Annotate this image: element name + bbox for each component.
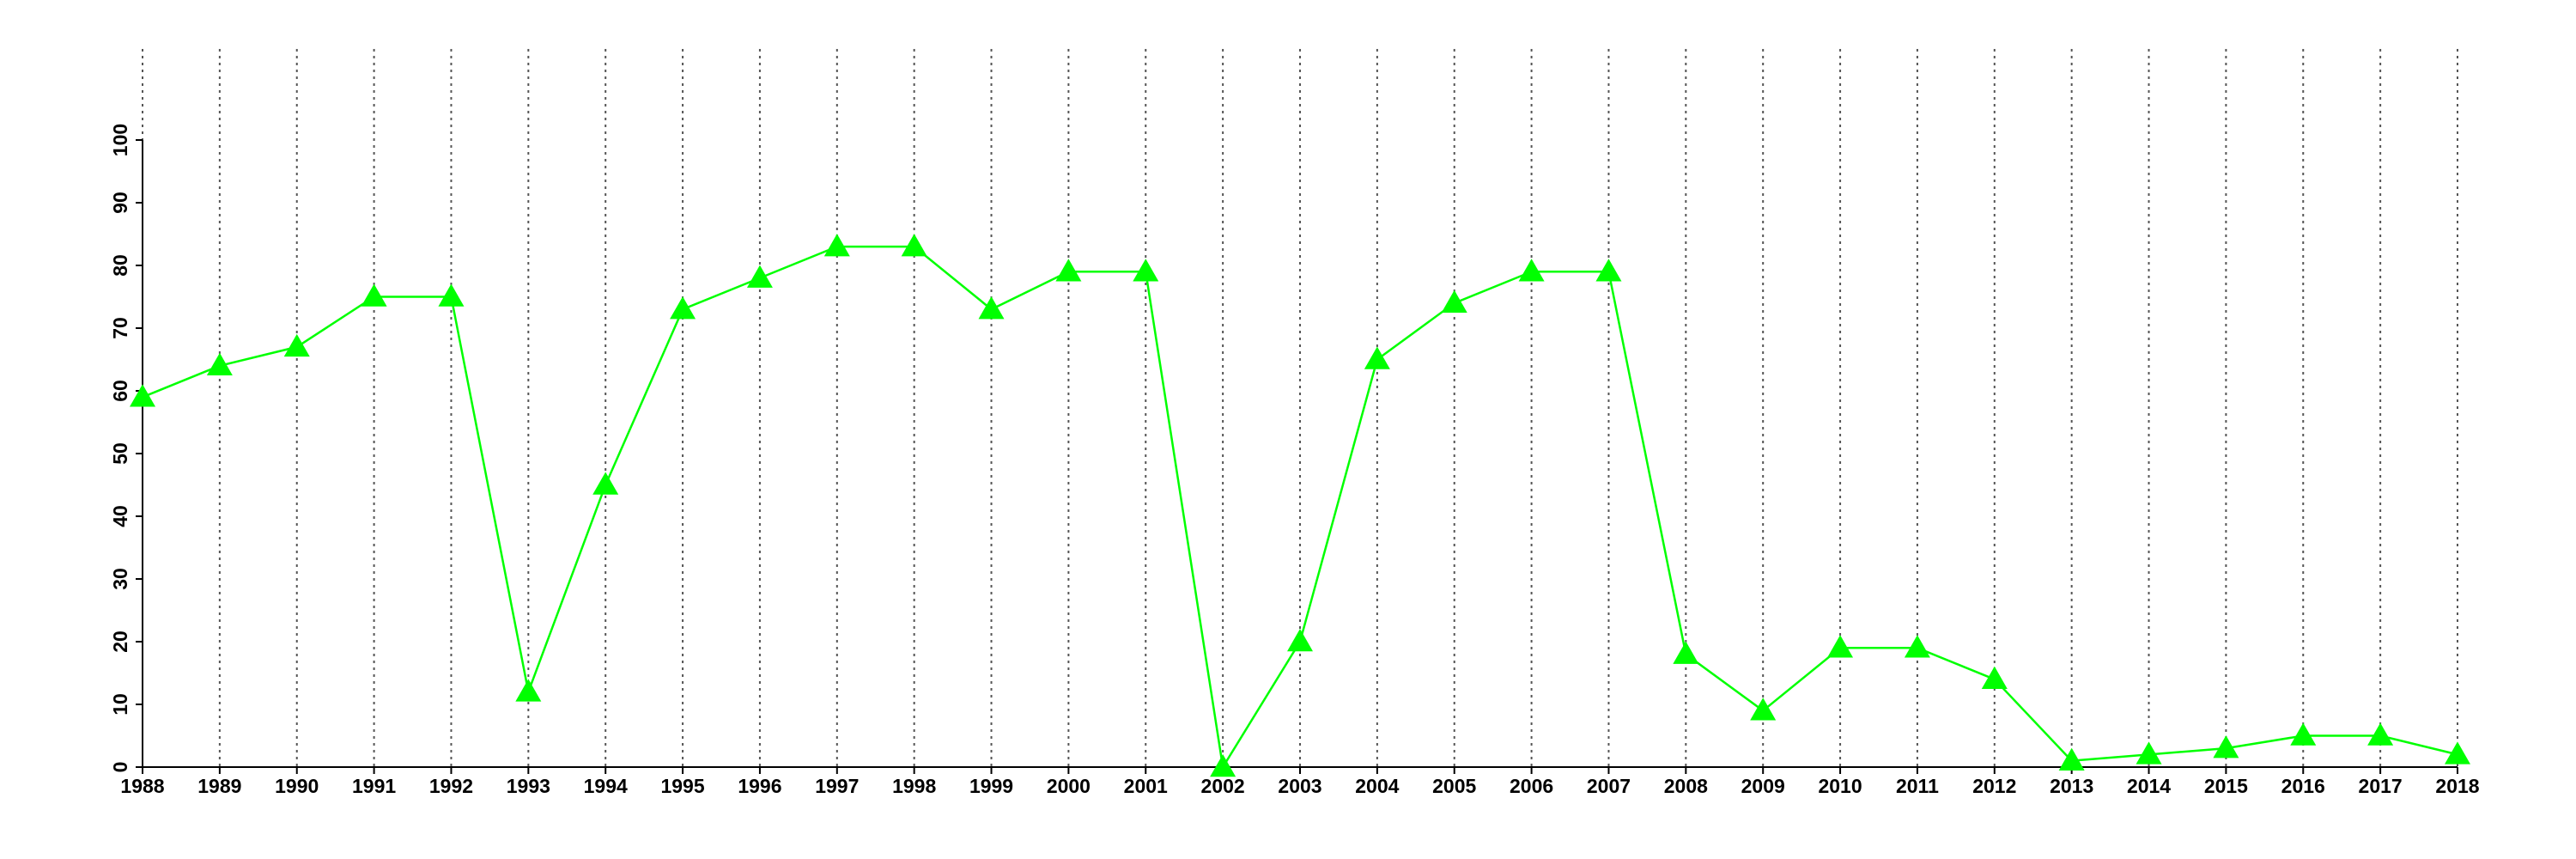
marker bbox=[2058, 747, 2085, 771]
y-tick-label: 70 bbox=[109, 317, 131, 339]
marker bbox=[2213, 735, 2239, 758]
x-tick-label: 1997 bbox=[815, 775, 859, 797]
marker bbox=[1055, 259, 1082, 282]
marker bbox=[1518, 259, 1545, 282]
x-tick-label: 1993 bbox=[507, 775, 550, 797]
x-tick-label: 2004 bbox=[1355, 775, 1399, 797]
x-tick-label: 2018 bbox=[2435, 775, 2479, 797]
marker bbox=[1287, 629, 1313, 652]
x-tick-label: 1994 bbox=[584, 775, 628, 797]
x-tick-label: 2006 bbox=[1510, 775, 1553, 797]
x-tick-label: 2011 bbox=[1896, 775, 1939, 797]
x-tick-label: 2000 bbox=[1047, 775, 1091, 797]
y-tick-label: 50 bbox=[109, 442, 131, 465]
y-tick-label: 0 bbox=[109, 762, 131, 773]
marker bbox=[2367, 722, 2394, 746]
x-tick-label: 2005 bbox=[1432, 775, 1476, 797]
x-tick-label: 2017 bbox=[2359, 775, 2403, 797]
marker bbox=[670, 296, 696, 320]
x-tick-label: 1990 bbox=[275, 775, 319, 797]
marker bbox=[1210, 754, 1236, 777]
y-tick-label: 30 bbox=[109, 568, 131, 590]
marker bbox=[2290, 722, 2317, 746]
x-tick-label: 1995 bbox=[660, 775, 704, 797]
marker bbox=[515, 679, 542, 702]
marker bbox=[823, 234, 850, 257]
x-tick-label: 2002 bbox=[1201, 775, 1245, 797]
x-tick-label: 1999 bbox=[969, 775, 1013, 797]
y-tick-label: 10 bbox=[109, 693, 131, 716]
y-tick-label: 80 bbox=[109, 254, 131, 277]
y-tick-label: 100 bbox=[109, 124, 131, 156]
x-tick-label: 2015 bbox=[2204, 775, 2248, 797]
x-tick-label: 2001 bbox=[1124, 775, 1168, 797]
x-tick-label: 2016 bbox=[2281, 775, 2325, 797]
marker bbox=[1981, 666, 2008, 690]
y-tick-label: 60 bbox=[109, 380, 131, 402]
marker bbox=[130, 384, 155, 407]
marker bbox=[283, 333, 310, 357]
x-tick-label: 2013 bbox=[2050, 775, 2093, 797]
x-tick-label: 1991 bbox=[352, 775, 396, 797]
y-tick-label: 20 bbox=[109, 631, 131, 653]
marker bbox=[1441, 289, 1467, 314]
marker bbox=[1133, 259, 1159, 282]
x-tick-label: 2008 bbox=[1664, 775, 1708, 797]
x-tick-label: 2010 bbox=[1818, 775, 1862, 797]
marker bbox=[901, 234, 927, 257]
marker bbox=[592, 472, 619, 495]
marker bbox=[2445, 741, 2470, 765]
marker bbox=[1595, 259, 1622, 282]
x-tick-label: 1992 bbox=[429, 775, 473, 797]
x-tick-label: 2012 bbox=[1972, 775, 2016, 797]
marker bbox=[2136, 741, 2162, 765]
marker bbox=[978, 296, 1005, 320]
x-tick-label: 1989 bbox=[197, 775, 241, 797]
y-tick-label: 40 bbox=[109, 505, 131, 527]
x-tick-label: 2003 bbox=[1278, 775, 1321, 797]
marker bbox=[746, 265, 773, 288]
x-tick-label: 2007 bbox=[1587, 775, 1631, 797]
marker bbox=[1827, 635, 1854, 658]
marker bbox=[361, 283, 387, 307]
x-tick-label: 1988 bbox=[120, 775, 164, 797]
marker bbox=[1750, 698, 1777, 721]
x-tick-label: 2009 bbox=[1741, 775, 1785, 797]
x-tick-label: 1996 bbox=[738, 775, 781, 797]
y-tick-label: 90 bbox=[109, 192, 131, 214]
x-tick-label: 1998 bbox=[892, 775, 936, 797]
x-tick-label: 2014 bbox=[2127, 775, 2171, 797]
marker bbox=[1364, 346, 1390, 369]
marker bbox=[438, 283, 465, 307]
marker bbox=[206, 352, 233, 376]
marker bbox=[1904, 635, 1930, 658]
marker bbox=[1673, 641, 1699, 664]
